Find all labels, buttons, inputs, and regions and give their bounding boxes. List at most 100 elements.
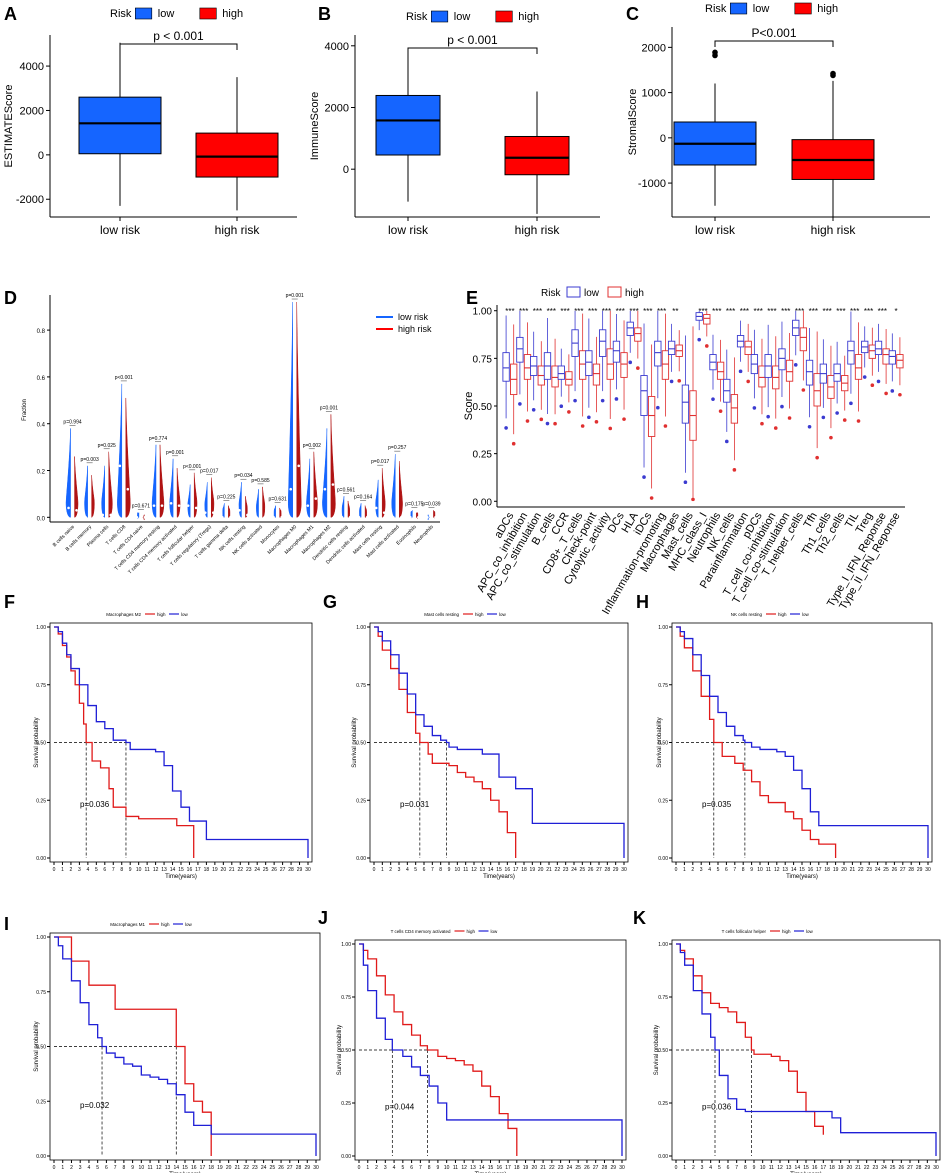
legend-title: NK cells resting — [731, 612, 763, 617]
y-tick-label: 0.75 — [356, 683, 366, 689]
x-tick-label: 18 — [204, 867, 210, 873]
x-tick-label: 3 — [701, 1165, 704, 1171]
significance-stars: *** — [822, 307, 831, 316]
y-tick-label: 0.50 — [658, 1048, 668, 1054]
box-low — [585, 350, 593, 376]
x-tick-label: 18 — [824, 867, 830, 873]
x-tick-label: 27 — [900, 867, 906, 873]
violin-high — [245, 496, 248, 518]
box-low — [502, 352, 510, 382]
median-dot — [382, 511, 386, 514]
x-tick-label: 18 — [208, 1165, 214, 1171]
x-tick-label: 17 — [200, 1165, 206, 1171]
outlier-point — [636, 366, 640, 370]
x-tick-label: 2 — [375, 1165, 378, 1171]
box-high — [799, 327, 808, 352]
outlier-point — [829, 435, 833, 440]
x-tick-label: 30 — [925, 867, 931, 873]
violin-high — [228, 505, 231, 518]
y-tick-label: 0.25 — [658, 798, 668, 804]
outlier-point — [856, 419, 861, 423]
outlier-point — [746, 379, 750, 384]
x-tick-label: 13 — [470, 1165, 476, 1171]
x-tick-label: 2 — [70, 867, 73, 873]
p-value: p=0.002 — [303, 443, 321, 449]
x-tick-label: 26 — [278, 1165, 284, 1171]
y-tick-label: 0.00 — [36, 1154, 46, 1160]
y-tick-label: 0.25 — [36, 798, 46, 804]
outlier-point — [890, 389, 895, 393]
x-tick-label: 16 — [187, 867, 193, 873]
x-tick-label: 12 — [777, 1165, 783, 1171]
y-tick-label: 0.75 — [473, 354, 493, 365]
y-tick-label: 4000 — [325, 41, 349, 53]
x-tick-label: low risk — [695, 223, 736, 237]
y-tick-label: 0.25 — [341, 1101, 351, 1107]
violin-high — [91, 475, 95, 518]
p-value: P<0.001 — [751, 26, 796, 40]
survival-curve-low — [374, 626, 625, 858]
legend-swatch-high — [607, 286, 622, 298]
p-value: p=0.774 — [149, 436, 167, 442]
x-tick-label: 17 — [821, 1165, 827, 1171]
violin-high — [330, 414, 336, 518]
legend-label-low: low — [185, 922, 193, 927]
median-dot — [126, 487, 130, 491]
box-high — [592, 363, 601, 386]
significance-stars: * — [895, 307, 898, 316]
significance-stars: *** — [588, 307, 597, 316]
x-tick-label: 21 — [855, 1165, 861, 1171]
p-value: p=0.036 — [702, 1102, 732, 1111]
outlier-point — [766, 414, 770, 419]
y-tick-label: -1000 — [638, 178, 666, 190]
x-tick-label: 28 — [916, 1165, 922, 1171]
x-tick-label: 18 — [521, 867, 527, 873]
violin-high — [399, 461, 403, 518]
outlier-point — [573, 398, 577, 403]
x-tick-label: 20 — [221, 867, 227, 873]
x-tick-label: 20 — [847, 1165, 853, 1171]
legend-label-high: high — [778, 612, 787, 617]
x-tick-label: 15 — [488, 1165, 494, 1171]
y-tick-label: 0.25 — [356, 798, 366, 804]
median-dot — [417, 516, 420, 519]
outlier-point — [683, 480, 688, 485]
x-tick-label: 27 — [593, 1165, 599, 1171]
x-tick-label: 13 — [161, 867, 167, 873]
x-tick-label: 13 — [782, 867, 788, 873]
y-tick-label: 2000 — [20, 105, 44, 117]
box-high — [661, 350, 670, 380]
y-tick-label: 0.75 — [36, 990, 46, 996]
x-tick-label: 24 — [261, 1165, 267, 1171]
median-dot — [323, 487, 327, 491]
x-tick-label: 17 — [195, 867, 201, 873]
p-value: p=0.025 — [98, 443, 116, 449]
median-dot — [399, 516, 403, 519]
x-tick-label: 28 — [602, 1165, 608, 1171]
x-tick-label: 13 — [786, 1165, 792, 1171]
x-tick-label: 12 — [461, 1165, 467, 1171]
y-tick-label: 0.4 — [37, 423, 46, 429]
panel-label: A — [4, 4, 17, 24]
box-high-risk — [195, 132, 279, 178]
outlier-point — [760, 421, 764, 426]
x-tick-label: 1 — [683, 867, 686, 873]
y-axis-label: Score — [463, 392, 475, 421]
panel-C: C Risk low high -1000 0 1000 2000 StromalScore lo… — [626, 2, 930, 237]
outlier-point — [705, 344, 709, 348]
legend-label-high: high — [625, 288, 644, 299]
outlier-point — [787, 416, 792, 420]
violin-low — [256, 489, 259, 518]
x-axis-label: Time(years) — [483, 874, 515, 880]
outlier-point — [567, 410, 571, 414]
violin-low — [84, 465, 88, 518]
median-dot — [331, 483, 335, 486]
box-high — [634, 327, 642, 342]
outlier-point — [835, 411, 839, 415]
y-tick-label: 0.50 — [36, 1045, 46, 1051]
x-tick-label: 10 — [139, 1165, 145, 1171]
y-tick-label: 0.00 — [341, 1154, 351, 1160]
x-tick-label: 10 — [444, 1165, 450, 1171]
box-high — [730, 394, 739, 424]
